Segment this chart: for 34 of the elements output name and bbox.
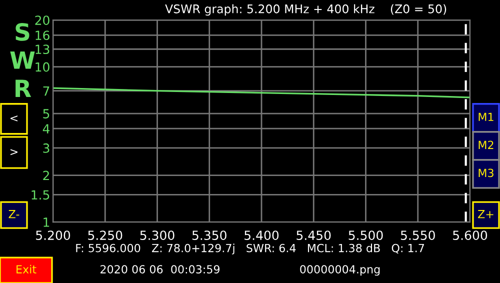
y-tick-label: 16 [36,30,50,40]
x-tick-label: 5.200 [36,230,70,240]
y-axis-title: SWR [10,23,35,98]
x-tick-label: 5.350 [192,230,226,240]
y-tick-label: 13 [36,44,50,54]
text: M2 [478,140,494,149]
text: > [10,149,18,156]
y-tick-label: 1.5 [32,190,50,200]
y-tick-label: 3 [43,143,50,153]
text: 00000004.png [300,265,380,276]
x-tick-label: 5.250 [88,230,122,240]
x-tick-label: 5.300 [140,230,174,240]
y-tick-label: 20 [35,16,50,26]
text: F: 5596.000 Z: 78.0+129.7j SWR: 6.4 MCL: 1.38 dB Q: 1.7 [76,244,424,254]
y-tick-label: 2 [43,170,49,180]
text: 2020 06 06 00:03:59 [100,265,220,274]
text: M1 [478,112,494,121]
chart-title: VSWR graph: 5.200 MHz + 400 kHz (Z0 = 50) [165,4,446,16]
text: Z+ [478,210,494,218]
text: M3 [478,168,494,178]
text: < [10,115,18,122]
x-tick-label: 5.550 [400,230,435,240]
text: Z- [8,210,20,218]
y-tick-label: 1 [44,218,50,227]
text: Exit [16,264,36,274]
y-tick-label: 10 [36,62,50,72]
y-tick-label: 7 [43,86,50,96]
x-tick-label: 5.450 [296,230,331,240]
y-tick-label: 5 [43,109,50,118]
x-tick-label: 5.400 [244,230,279,240]
line-series [53,87,470,98]
x-tick-label: 5.500 [348,230,383,240]
y-tick-label: 4 [42,124,50,134]
x-tick-label: 5.600 [453,230,488,240]
